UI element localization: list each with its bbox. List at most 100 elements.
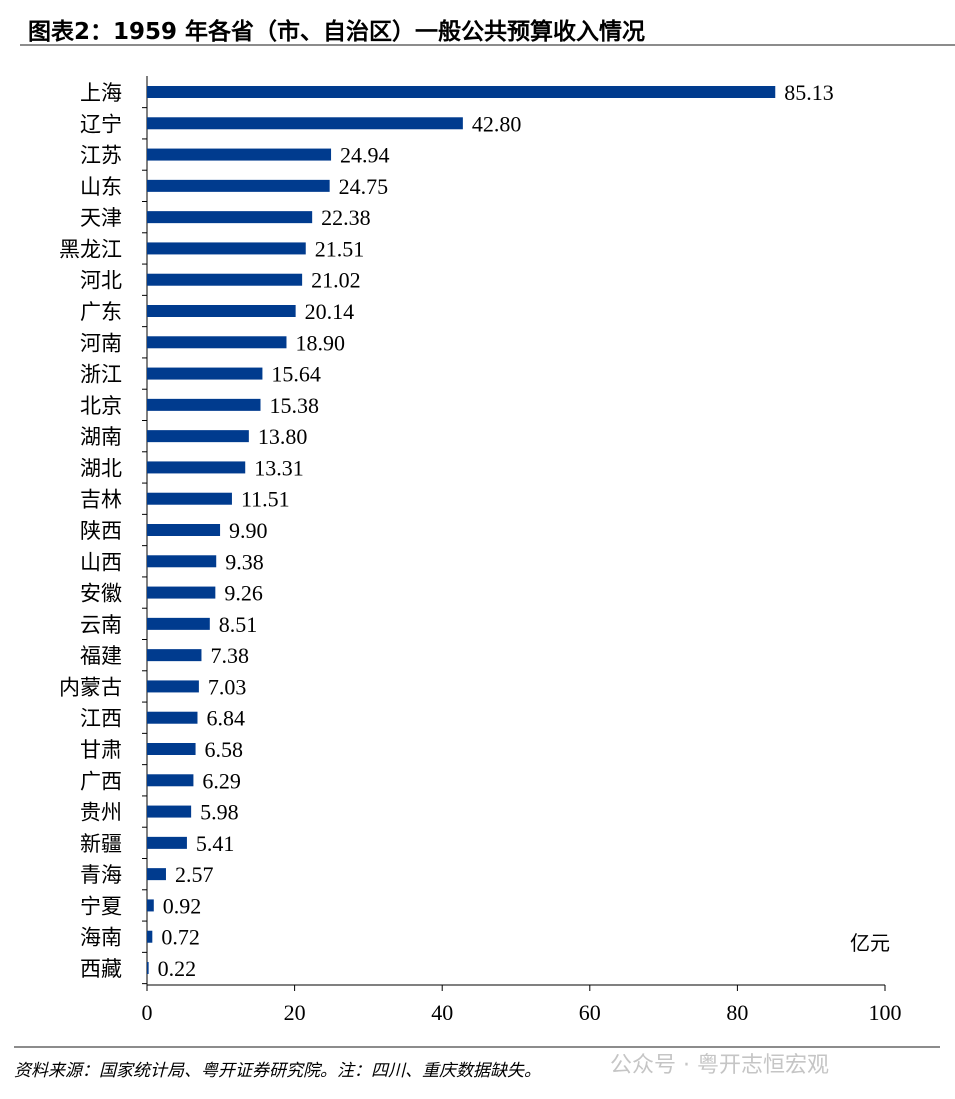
value-label: 13.31 bbox=[254, 455, 303, 480]
category-label: 海南 bbox=[80, 926, 122, 950]
category-label: 吉林 bbox=[80, 488, 122, 512]
bar-chart: 0 20 40 60 80 100 上海 85.13 辽宁 42.80 江苏 24.94 山东 24.75… bbox=[59, 76, 902, 1025]
bar bbox=[147, 930, 153, 943]
x-tick-label: 80 bbox=[726, 1000, 748, 1025]
chart-title: 图表2：1959 年各省（市、自治区）一般公共预算收入情况 bbox=[28, 19, 646, 45]
value-label: 21.02 bbox=[311, 268, 361, 293]
category-label: 黑龙江 bbox=[59, 237, 122, 261]
category-label: 新疆 bbox=[80, 832, 122, 856]
value-label: 9.26 bbox=[224, 581, 263, 606]
category-label: 广西 bbox=[80, 769, 122, 793]
category-label: 上海 bbox=[80, 81, 122, 105]
bar bbox=[147, 805, 192, 818]
bar bbox=[147, 868, 166, 881]
value-label: 9.90 bbox=[229, 518, 268, 543]
value-label: 8.51 bbox=[219, 612, 258, 637]
source-note: 资料来源：国家统计局、粤开证券研究院。注：四川、重庆数据缺失。 bbox=[14, 1061, 541, 1081]
value-label: 6.58 bbox=[205, 737, 244, 762]
bar bbox=[147, 242, 306, 255]
x-tick-label: 0 bbox=[142, 1000, 153, 1025]
category-label: 辽宁 bbox=[80, 112, 122, 136]
bar bbox=[147, 836, 187, 849]
value-label: 9.38 bbox=[225, 549, 264, 574]
bar bbox=[147, 430, 249, 443]
bar bbox=[147, 649, 202, 662]
bar bbox=[147, 617, 210, 630]
bar bbox=[147, 211, 313, 224]
bar bbox=[147, 492, 232, 505]
value-label: 2.57 bbox=[175, 862, 214, 887]
bar bbox=[147, 86, 776, 98]
category-label: 内蒙古 bbox=[59, 675, 122, 699]
value-label: 11.51 bbox=[241, 487, 290, 512]
value-label: 85.13 bbox=[784, 80, 834, 105]
category-label: 青海 bbox=[80, 863, 122, 887]
bar bbox=[147, 711, 198, 724]
bar bbox=[147, 179, 330, 192]
bar bbox=[147, 305, 296, 317]
bar bbox=[147, 962, 149, 974]
x-tick-label: 100 bbox=[869, 1000, 902, 1025]
category-label: 广东 bbox=[80, 300, 122, 324]
category-label: 山西 bbox=[80, 550, 122, 574]
bar bbox=[147, 680, 199, 693]
value-label: 15.38 bbox=[270, 393, 320, 418]
bar bbox=[147, 398, 261, 411]
bar bbox=[147, 743, 196, 755]
x-tick-label: 40 bbox=[431, 1000, 453, 1025]
bar bbox=[147, 148, 332, 161]
category-label: 贵州 bbox=[80, 801, 122, 825]
value-label: 18.90 bbox=[295, 330, 345, 355]
category-label: 福建 bbox=[80, 644, 122, 668]
category-label: 北京 bbox=[80, 394, 122, 418]
category-label: 江西 bbox=[80, 707, 122, 731]
x-tick-label: 60 bbox=[579, 1000, 601, 1025]
bar bbox=[147, 336, 287, 349]
category-label: 天津 bbox=[80, 206, 122, 230]
category-label: 河北 bbox=[80, 269, 122, 293]
value-label: 7.38 bbox=[210, 643, 249, 668]
value-label: 24.75 bbox=[339, 174, 389, 199]
value-label: 5.41 bbox=[196, 831, 235, 856]
footer-divider bbox=[14, 1046, 940, 1048]
category-label: 湖南 bbox=[80, 425, 122, 449]
category-label: 西藏 bbox=[80, 957, 122, 981]
value-label: 13.80 bbox=[258, 424, 308, 449]
bar bbox=[147, 461, 246, 474]
value-label: 0.22 bbox=[158, 956, 197, 981]
value-label: 7.03 bbox=[208, 674, 247, 699]
bar bbox=[147, 555, 217, 568]
value-label: 0.92 bbox=[163, 893, 202, 918]
unit-label: 亿元 bbox=[850, 931, 890, 955]
bar bbox=[147, 273, 303, 286]
value-label: 24.94 bbox=[340, 143, 390, 168]
bar bbox=[147, 586, 216, 599]
bar bbox=[147, 899, 154, 912]
category-label: 陕西 bbox=[80, 519, 122, 543]
value-label: 5.98 bbox=[200, 800, 239, 825]
bar bbox=[147, 117, 463, 130]
value-label: 21.51 bbox=[315, 236, 365, 261]
value-label: 6.29 bbox=[202, 768, 241, 793]
watermark: 公众号 · 粤开志恒宏观 bbox=[610, 1053, 829, 1078]
value-label: 20.14 bbox=[305, 299, 355, 324]
value-label: 15.64 bbox=[271, 362, 321, 387]
category-label: 甘肃 bbox=[80, 738, 122, 762]
category-label: 湖北 bbox=[80, 456, 122, 480]
value-label: 0.72 bbox=[161, 925, 200, 950]
value-label: 22.38 bbox=[321, 205, 371, 230]
title-divider bbox=[20, 44, 955, 46]
category-label: 宁夏 bbox=[80, 894, 122, 918]
value-label: 42.80 bbox=[472, 111, 522, 136]
bar bbox=[147, 524, 221, 536]
category-label: 浙江 bbox=[80, 363, 122, 387]
category-label: 河南 bbox=[80, 331, 122, 355]
bar bbox=[147, 774, 194, 787]
value-label: 6.84 bbox=[206, 706, 245, 731]
category-label: 山东 bbox=[80, 175, 122, 199]
category-label: 江苏 bbox=[80, 144, 122, 168]
bar bbox=[147, 367, 263, 380]
category-label: 安徽 bbox=[80, 582, 122, 606]
category-label: 云南 bbox=[80, 613, 122, 637]
x-tick-label: 20 bbox=[284, 1000, 306, 1025]
